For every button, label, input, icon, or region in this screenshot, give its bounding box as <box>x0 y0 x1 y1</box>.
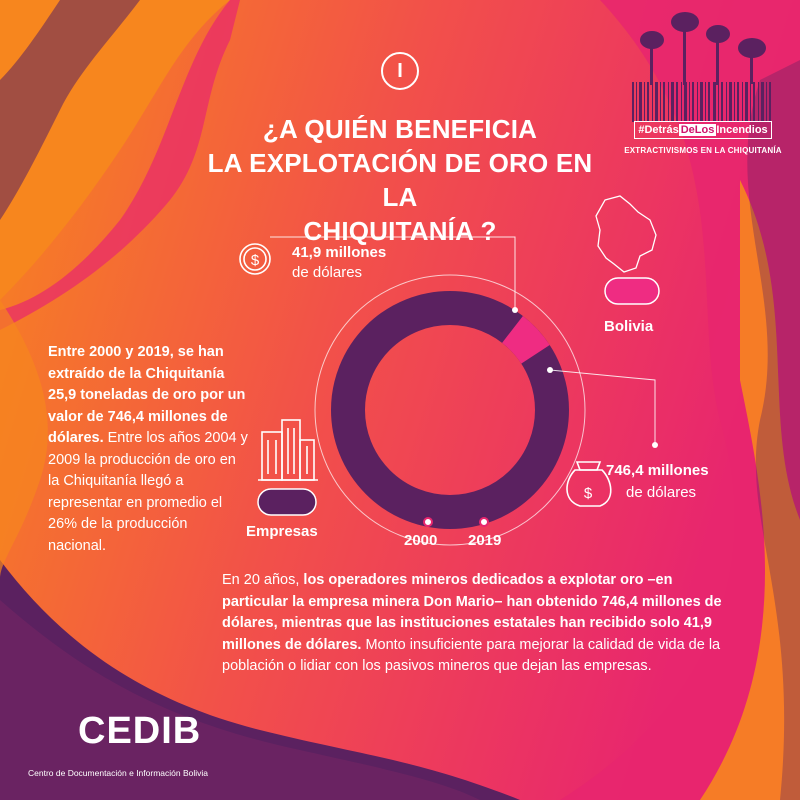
page-title: ¿A QUIÉN BENEFICIA LA EXPLOTACIÓN DE ORO… <box>190 112 610 248</box>
legend-label-empresas: Empresas <box>246 523 318 540</box>
forest-barcode-icon <box>632 12 771 122</box>
section-numeral: I <box>381 52 419 90</box>
title-line: LA EXPLOTACIÓN DE ORO EN LA <box>207 148 593 212</box>
donut-chart <box>331 291 569 529</box>
bottom-paragraph-intro: En 20 años, <box>222 572 304 588</box>
cedib-logo-subtitle: Centro de Documentación e Información Bo… <box>28 768 209 778</box>
left-paragraph-bold: Entre 2000 y 2019, se han extraído de la… <box>48 344 246 446</box>
legend-swatch-empresas <box>257 488 317 516</box>
hashtag-prefix: #Detrás <box>638 124 679 136</box>
state-revenue-value: 41,9 millones <box>292 244 387 261</box>
bottom-paragraph: En 20 años, los operadores mineros dedic… <box>222 570 742 678</box>
year-start-label: 2000 <box>404 532 438 549</box>
company-revenue-unit: de dólares <box>626 484 697 501</box>
donut-outline <box>314 274 586 546</box>
dollar-coin-icon: $ <box>239 243 271 275</box>
bottom-paragraph-end: Monto insuficiente para mejorar la calid… <box>222 636 721 675</box>
year-end-label: 2019 <box>468 532 502 549</box>
donut-segment-empresas <box>331 291 569 529</box>
svg-text:$: $ <box>251 252 260 269</box>
campaign-hashtag: #Detrás DeLos Incendios <box>618 121 788 139</box>
hashtag-mid: DeLos <box>678 124 717 136</box>
bottom-paragraph-bold: los operadores mineros dedicados a explo… <box>222 572 722 653</box>
buildings-icon <box>258 419 318 481</box>
donut-segment-bolivia <box>501 315 550 365</box>
title-line: CHIQUITANÍA ? <box>303 216 497 246</box>
cedib-logo-text: CEDIB <box>78 710 202 752</box>
svg-text:$: $ <box>584 485 593 502</box>
state-revenue-unit: de dólares <box>292 264 363 281</box>
company-revenue-value: 746,4 millones <box>606 462 709 479</box>
money-bag-icon: $ <box>566 461 612 507</box>
left-paragraph: Entre 2000 y 2019, se han extraído de la… <box>48 342 248 557</box>
legend-label-bolivia: Bolivia <box>604 318 654 335</box>
hashtag-suffix: Incendios <box>716 124 768 136</box>
title-line: ¿A QUIÉN BENEFICIA <box>262 114 538 144</box>
bolivia-map-icon <box>595 195 657 273</box>
campaign-subtitle: EXTRACTIVISMOS EN LA CHIQUITANÍA <box>624 146 782 155</box>
left-paragraph-normal: Entre los años 2004 y 2009 la producción… <box>48 430 248 554</box>
legend-swatch-bolivia <box>604 277 660 305</box>
